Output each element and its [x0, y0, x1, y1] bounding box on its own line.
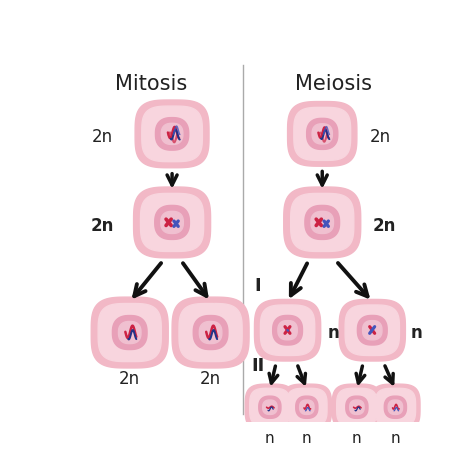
Polygon shape [388, 400, 402, 414]
Polygon shape [291, 193, 354, 252]
Polygon shape [307, 118, 338, 149]
Polygon shape [98, 303, 161, 362]
Polygon shape [200, 321, 222, 344]
Polygon shape [134, 187, 210, 258]
Text: 2n: 2n [92, 128, 113, 146]
Text: 2n: 2n [369, 128, 391, 146]
Polygon shape [305, 205, 339, 239]
Polygon shape [300, 400, 314, 414]
Polygon shape [312, 124, 332, 144]
Polygon shape [350, 400, 364, 414]
Polygon shape [193, 316, 228, 349]
Polygon shape [112, 316, 147, 349]
Polygon shape [296, 396, 318, 419]
Polygon shape [288, 101, 357, 166]
Polygon shape [346, 396, 368, 419]
Text: 2n: 2n [119, 370, 140, 388]
Polygon shape [339, 300, 405, 361]
Polygon shape [142, 106, 202, 162]
Text: n: n [352, 430, 362, 446]
Polygon shape [287, 388, 327, 426]
Polygon shape [311, 211, 334, 234]
Polygon shape [172, 297, 249, 368]
Polygon shape [259, 396, 281, 419]
Polygon shape [284, 187, 361, 258]
Polygon shape [140, 193, 204, 252]
Polygon shape [155, 205, 190, 239]
Text: 2n: 2n [372, 217, 395, 235]
Text: 2n: 2n [91, 217, 115, 235]
Text: II: II [251, 357, 264, 375]
Polygon shape [357, 315, 387, 345]
Polygon shape [332, 384, 382, 430]
Polygon shape [363, 320, 382, 340]
Text: n: n [265, 430, 275, 446]
Polygon shape [371, 384, 420, 430]
Polygon shape [263, 400, 277, 414]
Text: n: n [302, 430, 311, 446]
Polygon shape [250, 388, 290, 426]
Polygon shape [375, 388, 416, 426]
Text: n: n [411, 324, 423, 342]
Polygon shape [260, 305, 315, 356]
Polygon shape [161, 123, 183, 145]
Polygon shape [161, 211, 183, 234]
Text: I: I [254, 277, 261, 295]
Polygon shape [179, 303, 242, 362]
Polygon shape [337, 388, 377, 426]
Polygon shape [294, 108, 351, 160]
Polygon shape [135, 100, 209, 168]
Polygon shape [255, 300, 321, 361]
Polygon shape [118, 321, 141, 344]
Text: 2n: 2n [200, 370, 221, 388]
Polygon shape [155, 118, 189, 150]
Text: Mitosis: Mitosis [115, 74, 187, 94]
Text: n: n [391, 430, 400, 446]
Polygon shape [384, 396, 407, 419]
Polygon shape [273, 315, 302, 345]
Polygon shape [282, 384, 331, 430]
Polygon shape [91, 297, 168, 368]
Text: n: n [328, 324, 340, 342]
Polygon shape [278, 320, 297, 340]
Polygon shape [345, 305, 400, 356]
Polygon shape [245, 384, 294, 430]
Text: Meiosis: Meiosis [295, 74, 372, 94]
